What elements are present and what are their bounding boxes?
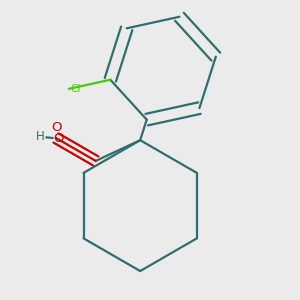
Text: H: H bbox=[36, 130, 45, 143]
Text: O: O bbox=[51, 121, 61, 134]
Text: O: O bbox=[53, 131, 64, 145]
Text: Cl: Cl bbox=[70, 84, 81, 94]
